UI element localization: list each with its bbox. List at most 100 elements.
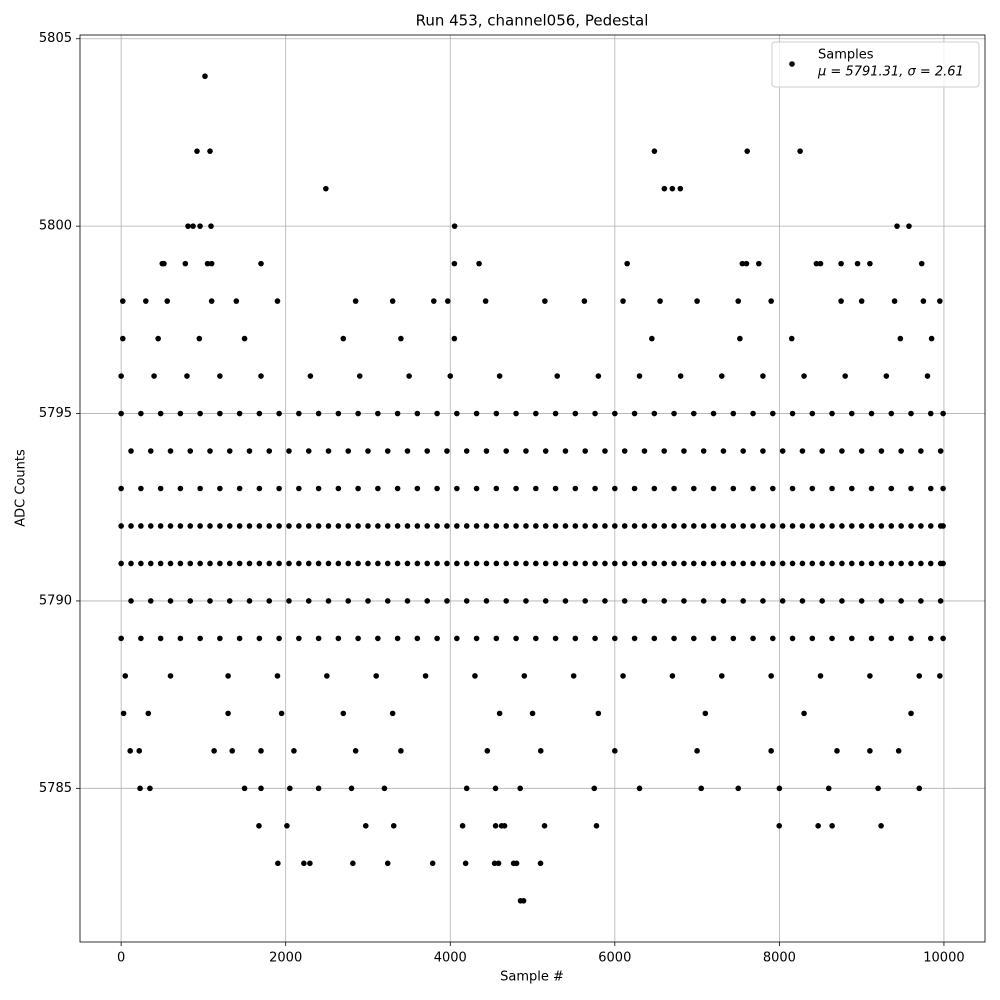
point: [345, 448, 352, 454]
point: [819, 560, 825, 567]
point: [454, 485, 460, 492]
point: [621, 598, 628, 604]
point: [472, 673, 478, 679]
point: [839, 448, 845, 454]
point: [276, 485, 282, 492]
point: [700, 448, 707, 454]
point: [829, 523, 835, 529]
point: [296, 523, 302, 529]
point: [157, 485, 164, 492]
point: [305, 448, 312, 454]
point: [927, 560, 934, 567]
point: [523, 523, 529, 529]
point: [296, 635, 302, 642]
point: [202, 73, 208, 80]
point: [236, 635, 243, 642]
point: [776, 823, 783, 829]
point: [256, 560, 263, 567]
point: [128, 523, 134, 529]
point: [817, 260, 824, 267]
point: [296, 485, 302, 492]
point: [394, 560, 401, 567]
point: [542, 448, 549, 454]
point: [463, 598, 470, 604]
point: [730, 410, 737, 417]
point: [398, 335, 404, 342]
point: [184, 373, 190, 379]
point: [740, 560, 746, 567]
point: [447, 373, 454, 379]
point: [276, 523, 282, 529]
point: [454, 410, 460, 417]
point: [429, 860, 436, 867]
point: [592, 485, 598, 492]
y-tick-label: 5805: [39, 31, 72, 46]
point: [197, 223, 203, 229]
point: [612, 748, 618, 754]
point: [138, 635, 144, 642]
point: [355, 635, 361, 642]
point: [226, 560, 233, 567]
point: [226, 448, 233, 454]
point: [177, 560, 184, 567]
point: [473, 485, 480, 492]
point: [868, 523, 875, 529]
point: [389, 710, 396, 717]
point: [940, 485, 946, 492]
point: [513, 560, 519, 567]
point: [918, 523, 924, 529]
point: [641, 598, 648, 604]
point: [691, 523, 697, 529]
point: [256, 823, 262, 829]
point: [194, 148, 200, 154]
point: [473, 523, 480, 529]
point: [404, 598, 411, 604]
point: [424, 598, 431, 604]
point: [118, 560, 124, 567]
point: [404, 560, 411, 567]
point: [375, 635, 381, 642]
point: [187, 448, 194, 454]
point: [167, 523, 174, 529]
point: [906, 223, 912, 229]
point: [226, 523, 233, 529]
point: [258, 785, 264, 792]
point: [858, 298, 865, 304]
point: [493, 560, 500, 567]
point: [801, 710, 807, 717]
point: [345, 560, 352, 567]
point: [177, 523, 184, 529]
point: [694, 748, 700, 754]
point: [918, 598, 924, 604]
point: [355, 410, 361, 417]
point: [868, 635, 875, 642]
point: [118, 523, 124, 529]
point: [740, 448, 746, 454]
point: [641, 560, 648, 567]
point: [119, 298, 126, 304]
point: [444, 560, 450, 567]
point: [702, 710, 709, 717]
point: [760, 523, 766, 529]
point: [927, 635, 934, 642]
point: [789, 410, 796, 417]
point: [924, 373, 931, 379]
point: [694, 298, 700, 304]
point: [190, 223, 196, 229]
point: [138, 485, 144, 492]
point: [335, 560, 342, 567]
point: [621, 560, 628, 567]
point: [651, 635, 658, 642]
point: [868, 485, 875, 492]
point: [552, 410, 559, 417]
point: [789, 635, 796, 642]
point: [839, 560, 845, 567]
point: [750, 523, 756, 529]
point: [157, 410, 164, 417]
point: [394, 485, 401, 492]
point: [390, 823, 397, 829]
point: [120, 710, 127, 717]
point: [256, 523, 263, 529]
point: [624, 260, 630, 267]
point: [898, 523, 904, 529]
